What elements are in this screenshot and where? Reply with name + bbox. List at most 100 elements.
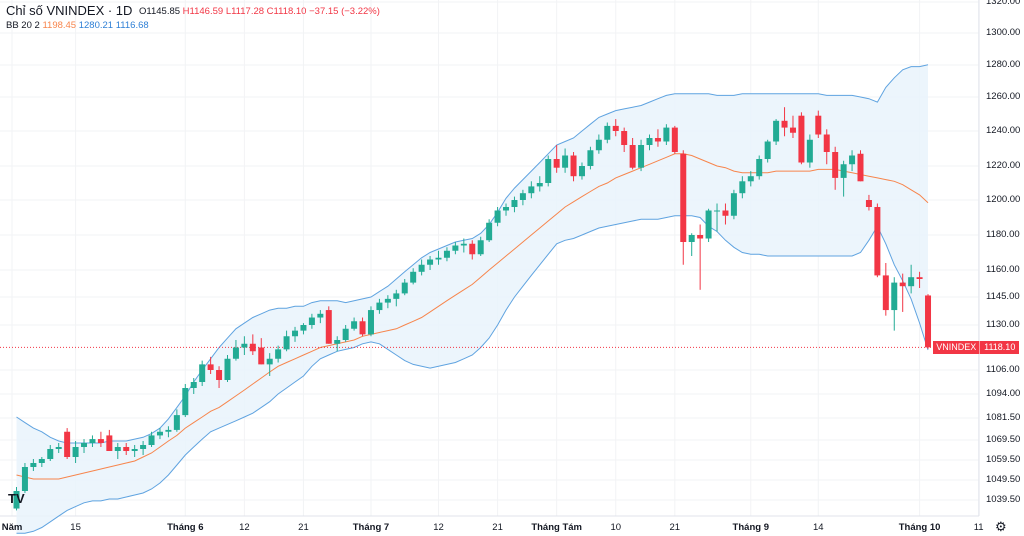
candle-body — [925, 295, 932, 348]
candle-body — [621, 131, 628, 145]
last-price-label: VNINDEX 1118.10 — [933, 341, 1019, 355]
candle-body — [823, 134, 830, 152]
candle-body — [258, 347, 265, 365]
candle-body — [891, 282, 898, 311]
symbol-title[interactable]: Chỉ số VNINDEX · 1D — [6, 3, 133, 18]
candle-body — [300, 325, 307, 331]
candle-body — [47, 449, 54, 459]
candle-body — [899, 282, 906, 287]
candle-body — [21, 467, 28, 491]
candle-body — [663, 127, 670, 142]
candle-body — [730, 193, 737, 216]
high-value: H1146.59 — [182, 6, 224, 17]
candle-body — [916, 277, 923, 279]
candle-body — [680, 153, 687, 242]
price-tick-label: 1180.00 — [986, 229, 1020, 240]
candle-body — [393, 293, 400, 299]
candle-body — [367, 310, 374, 335]
candle-body — [241, 343, 248, 348]
candle-body — [308, 317, 315, 325]
candle-body — [89, 439, 96, 443]
time-tick-label: Tháng Tám — [531, 522, 582, 533]
bollinger-legend[interactable]: BB 20 2 1198.45 1280.21 1116.68 — [6, 20, 149, 31]
tradingview-logo-icon[interactable]: TV — [8, 491, 25, 506]
candle-body — [351, 321, 358, 329]
candle-body — [629, 145, 636, 168]
candle-body — [536, 183, 543, 187]
candle-body — [275, 349, 282, 359]
candle-body — [173, 415, 180, 430]
candle-body — [806, 139, 813, 163]
candle-body — [148, 435, 155, 445]
candle-body — [671, 127, 678, 152]
time-tick-label: 12 — [433, 522, 444, 533]
candle-body — [849, 155, 856, 165]
candle-body — [207, 364, 214, 370]
candle-body — [410, 271, 417, 283]
candle-body — [232, 347, 239, 359]
candle-body — [452, 245, 459, 251]
candle-body — [578, 166, 585, 177]
bollinger-basis-value: 1198.45 — [42, 20, 77, 31]
candle-body — [503, 207, 510, 211]
candle-body — [747, 176, 754, 182]
time-tick-label: 15 — [70, 522, 81, 533]
price-tick-label: 1039.50 — [986, 494, 1021, 505]
candle-body — [798, 115, 805, 163]
bollinger-band-fill — [16, 64, 928, 534]
time-tick-label: 21 — [298, 522, 309, 533]
candle-body — [334, 340, 341, 344]
candle-body — [714, 210, 721, 212]
price-tick-label: 1106.00 — [986, 364, 1020, 375]
candle-body — [384, 298, 391, 303]
candle-body — [165, 429, 172, 432]
settings-gear-icon[interactable]: ⚙ — [995, 519, 1007, 534]
candle-body — [97, 439, 104, 443]
candle-body — [773, 120, 780, 142]
price-tick-label: 1280.00 — [986, 59, 1021, 70]
candle-body — [528, 186, 535, 194]
candle-body — [840, 164, 847, 178]
candle-body — [401, 282, 408, 294]
bollinger-basis-line — [16, 153, 929, 480]
candle-body — [857, 153, 864, 182]
candle-body — [106, 435, 113, 451]
open-value: O1145.85 — [139, 6, 181, 17]
bollinger-upper-value: 1280.21 — [78, 20, 114, 31]
candle-body — [646, 138, 653, 145]
candle-body — [519, 193, 526, 200]
candle-body — [216, 370, 223, 380]
candle-body — [359, 321, 366, 335]
candle-body — [435, 257, 442, 260]
candle-body — [64, 431, 71, 457]
candle-body — [562, 155, 569, 168]
candle-body — [764, 141, 771, 159]
candle-body — [182, 388, 189, 416]
candle-body — [688, 235, 695, 242]
time-tick-label: Tháng 7 — [352, 522, 390, 533]
time-tick-label: Tháng 6 — [167, 522, 204, 533]
candle-body — [832, 152, 839, 178]
candle-body — [908, 277, 915, 287]
candle-body — [553, 159, 560, 168]
candle-body — [114, 447, 121, 451]
candle-body — [30, 463, 37, 467]
candle-body — [131, 449, 138, 451]
price-tick-label: 1049.50 — [986, 474, 1021, 485]
candle-body — [283, 336, 290, 350]
candle-body — [638, 145, 645, 168]
time-tick-label: Năm — [1, 522, 23, 533]
candle-body — [418, 264, 425, 272]
time-tick-label: 11 — [973, 522, 984, 533]
candle-body — [72, 447, 79, 457]
price-tick-label: 1160.00 — [986, 264, 1020, 275]
candle-body — [494, 210, 501, 223]
candle-body — [292, 330, 299, 337]
candle-body — [781, 120, 788, 128]
price-tick-label: 1069.50 — [986, 434, 1021, 445]
candle-body — [882, 275, 889, 311]
candle-body — [460, 243, 467, 246]
candle-body — [477, 240, 484, 255]
low-value: L1117.28 — [225, 6, 265, 17]
